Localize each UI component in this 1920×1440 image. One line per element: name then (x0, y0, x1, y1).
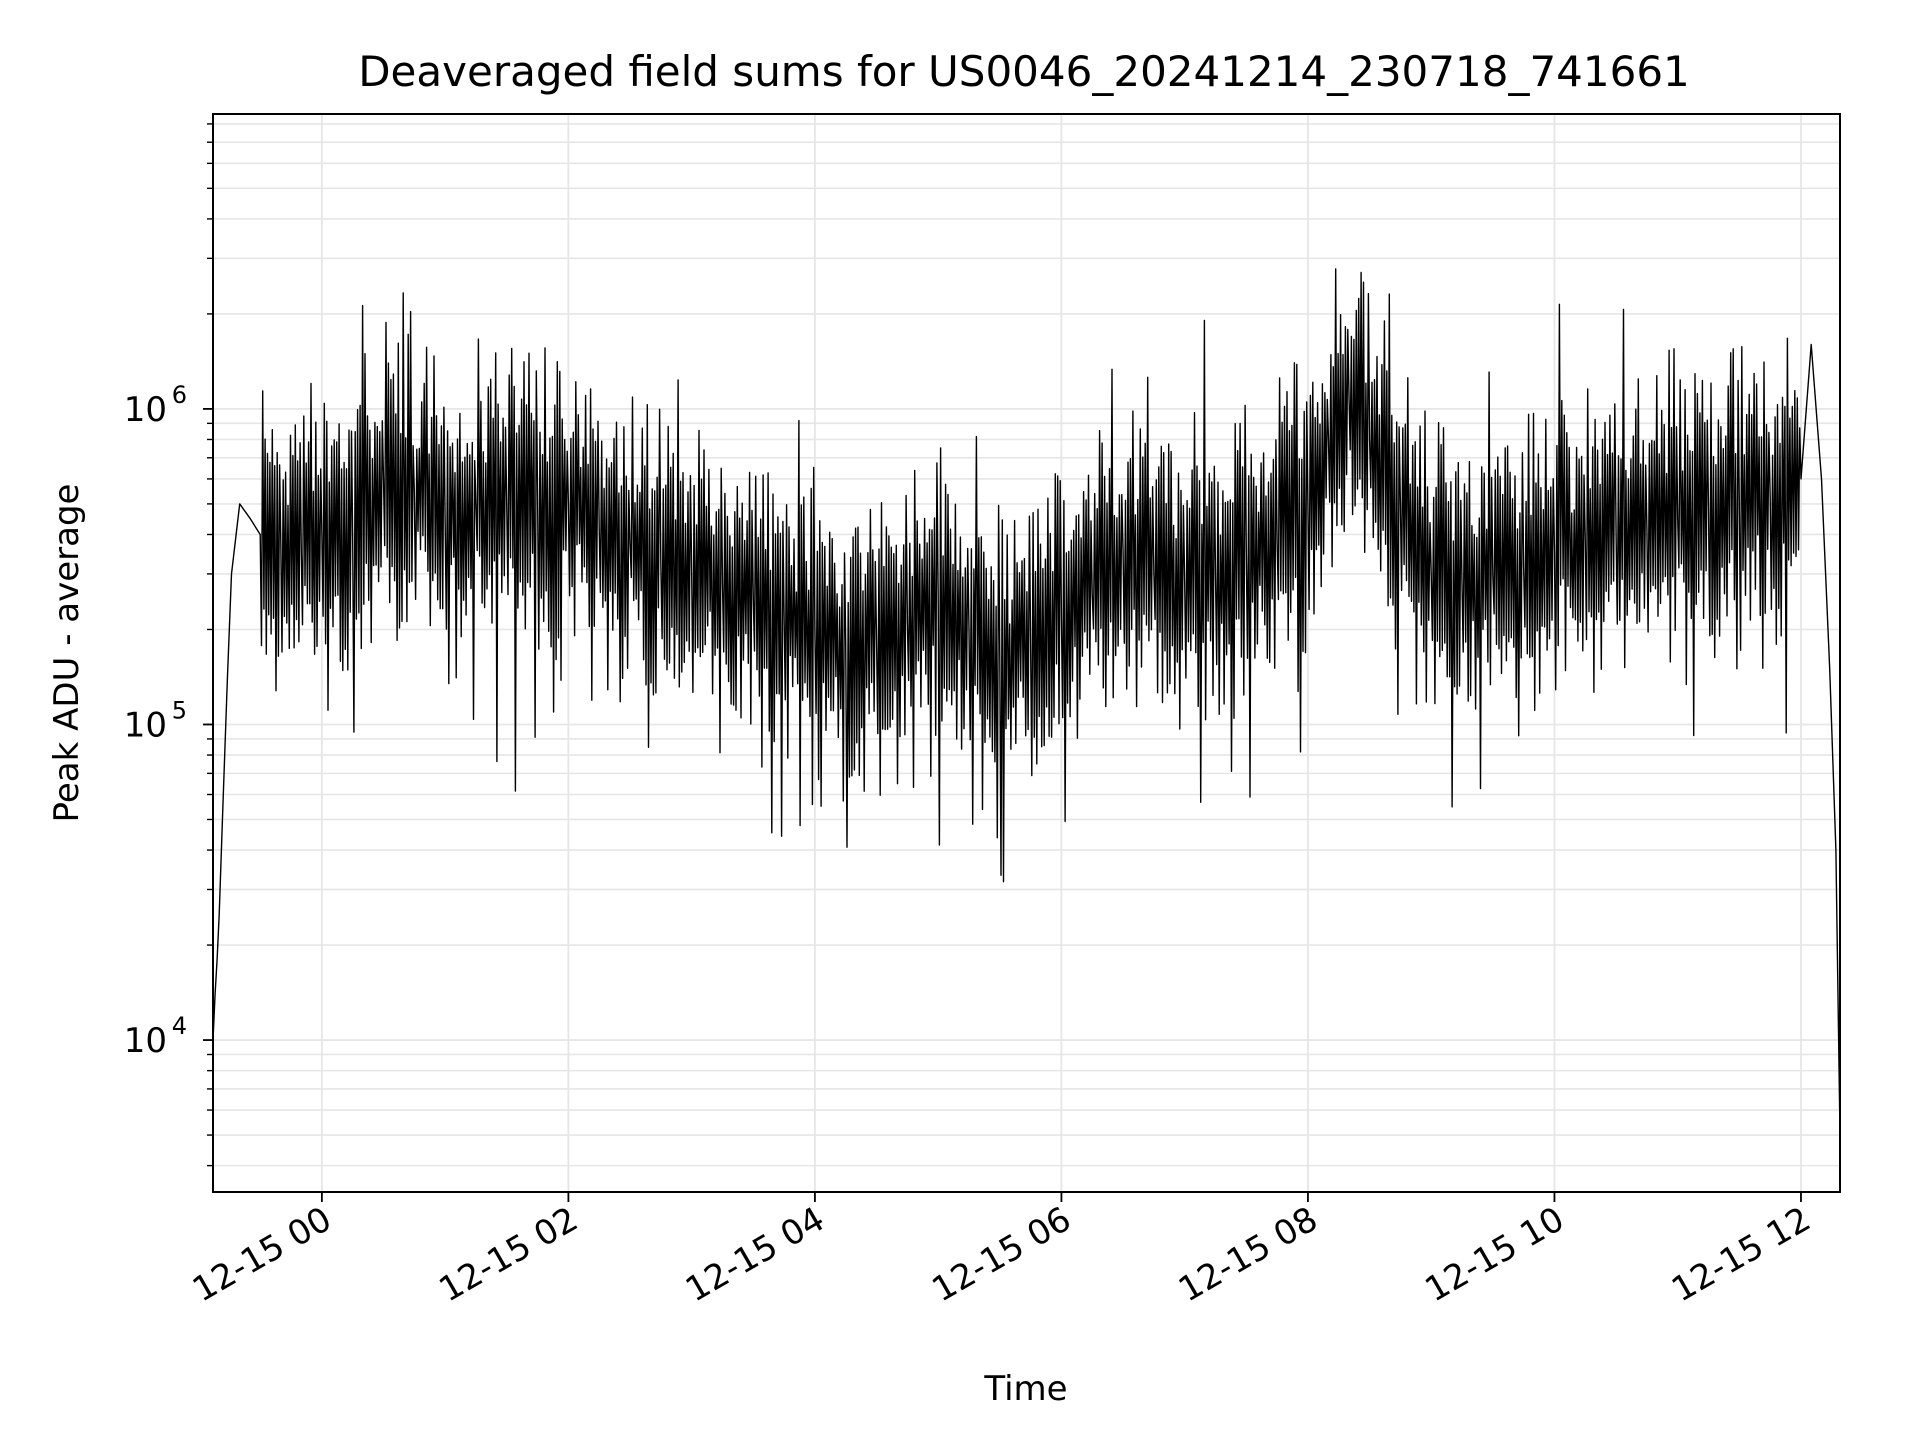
x-axis-label: Time (983, 1369, 1067, 1409)
y-tick-exponent: 6 (172, 381, 187, 409)
y-tick-exponent: 5 (172, 696, 187, 724)
major-gridlines (213, 114, 1840, 1192)
y-tick-label: 10 (124, 1021, 167, 1061)
plot-area: 12-15 00 12-15 02 12-15 04 12-15 06 12-15 08… (124, 113, 1841, 1310)
y-tick-exponent: 4 (172, 1012, 187, 1040)
plot-frame (212, 113, 1841, 1193)
chart-title: Deaveraged field sums for US0046_2024121… (358, 47, 1690, 96)
y-tick-label: 10 (124, 705, 167, 745)
series-line (212, 268, 1841, 1136)
y-axis-label: Peak ADU - average (47, 484, 87, 823)
y-tick-label: 10 (124, 390, 167, 430)
